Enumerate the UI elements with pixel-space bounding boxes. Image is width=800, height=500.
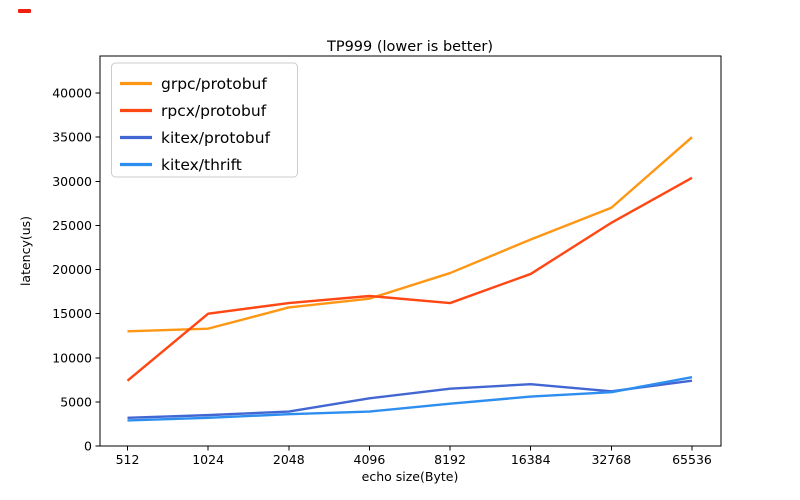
x-axis-ticks: 512 1024 2048 4096 8192 16384 32768 65536 (116, 446, 712, 467)
y-tick-label: 35000 (52, 130, 92, 145)
artifact-mark (18, 9, 31, 13)
x-tick-label: 65536 (672, 452, 712, 467)
chart-title: TP999 (lower is better) (326, 39, 493, 55)
x-axis-label: echo size(Byte) (362, 469, 459, 484)
legend: grpc/protobuf rpcx/protobuf kitex/protobuf… (111, 62, 298, 178)
x-tick-label: 16384 (511, 452, 551, 467)
y-tick-label: 20000 (52, 262, 92, 277)
y-axis-label: latency(us) (18, 216, 33, 286)
legend-item-label: kitex/thrift (161, 156, 242, 174)
plot-area (99, 55, 722, 447)
y-tick-label: 0 (84, 439, 92, 454)
x-tick-label: 32768 (591, 452, 631, 467)
series-line-kitex-protobuf (127, 379, 693, 419)
y-tick-label: 30000 (52, 174, 92, 189)
series-lines (126, 136, 693, 422)
legend-box (111, 62, 298, 178)
y-tick-label: 15000 (52, 306, 92, 321)
legend-item-label: rpcx/protobuf (161, 102, 267, 120)
x-tick-label: 8192 (434, 452, 466, 467)
x-tick-label: 512 (116, 452, 140, 467)
series-line-kitex-thrift (127, 375, 693, 422)
legend-item-label: grpc/protobuf (161, 75, 267, 93)
y-axis-ticks: 0 5000 10000 15000 20000 25000 30000 35000 40000 (52, 86, 100, 454)
y-tick-label: 25000 (52, 218, 92, 233)
x-tick-label: 4096 (354, 452, 386, 467)
legend-item-label: kitex/protobuf (161, 129, 271, 147)
series-line-rpcx-protobuf (126, 176, 693, 382)
series-line-grpc-protobuf (127, 136, 693, 333)
x-tick-label: 2048 (273, 452, 305, 467)
y-tick-label: 5000 (60, 394, 92, 409)
y-tick-label: 10000 (52, 350, 92, 365)
x-tick-label: 1024 (192, 452, 224, 467)
y-tick-label: 40000 (52, 86, 92, 101)
